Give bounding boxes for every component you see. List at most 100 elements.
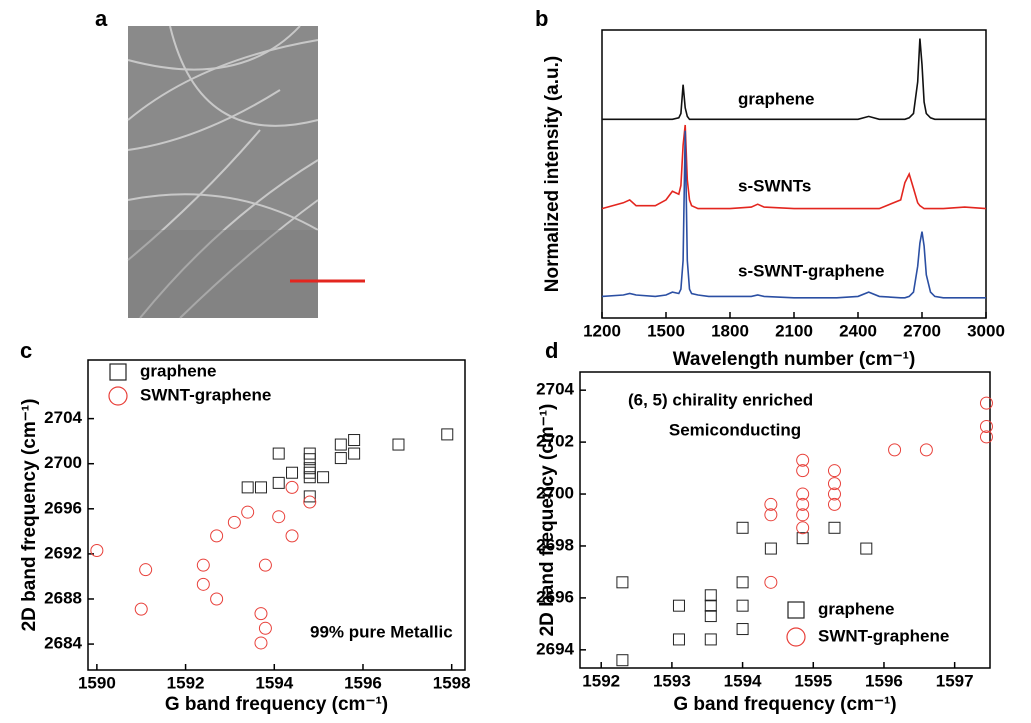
point [303, 471, 316, 484]
panel-label: a [95, 6, 108, 31]
point [888, 443, 902, 457]
point [827, 497, 841, 511]
point [348, 434, 361, 447]
y-tick-label: 2704 [44, 408, 82, 427]
legend-label: SWNT-graphene [818, 626, 949, 645]
point [827, 487, 841, 501]
point [736, 521, 749, 534]
point [764, 542, 777, 555]
annotation: 99% pure Metallic [310, 622, 453, 641]
point [796, 497, 810, 511]
x-tick-label: 1594 [724, 671, 762, 690]
curve-label: s-SWNT-graphene [738, 261, 884, 280]
x-axis-label: G band frequency (cm⁻¹) [673, 694, 896, 715]
y-tick-label: 2702 [536, 432, 574, 451]
legend-marker [109, 363, 127, 381]
point [254, 636, 268, 650]
point [317, 471, 330, 484]
point [196, 577, 210, 591]
point [736, 623, 749, 636]
x-tick-label: 1596 [344, 673, 382, 692]
x-tick-label: 1595 [794, 671, 832, 690]
point [672, 633, 685, 646]
curve-label: s-SWNTs [738, 176, 811, 195]
point [704, 610, 717, 623]
plot-frame [87, 359, 466, 671]
point [241, 481, 254, 494]
point [979, 420, 993, 434]
point [672, 599, 685, 612]
point [860, 542, 873, 555]
point [285, 480, 299, 494]
point [796, 464, 810, 478]
point [227, 515, 241, 529]
y-tick-label: 2696 [44, 498, 82, 517]
panel-label: b [535, 6, 548, 31]
x-tick-label: 1200 [583, 321, 621, 340]
annotation: (6, 5) chirality enriched [628, 390, 813, 409]
point [254, 481, 267, 494]
point [764, 575, 778, 589]
y-tick-label: 2692 [44, 543, 82, 562]
point [736, 599, 749, 612]
point [241, 505, 255, 519]
sem-image [127, 25, 365, 319]
point [704, 589, 717, 602]
point [796, 487, 810, 501]
x-tick-label: 1800 [711, 321, 749, 340]
point [334, 452, 347, 465]
point [285, 529, 299, 543]
legend-label: graphene [818, 599, 895, 618]
x-tick-label: 1590 [78, 673, 116, 692]
legend-marker [108, 386, 128, 406]
x-tick-label: 1500 [647, 321, 685, 340]
y-tick-label: 2700 [536, 484, 574, 503]
point [272, 447, 285, 460]
point [736, 576, 749, 589]
point [827, 477, 841, 491]
spectrum-line [601, 130, 986, 299]
point [196, 558, 210, 572]
point [258, 558, 272, 572]
point [796, 521, 810, 535]
x-axis-label: G band frequency (cm⁻¹) [165, 694, 388, 715]
point [827, 464, 841, 478]
point [796, 532, 809, 545]
x-tick-label: 2700 [903, 321, 941, 340]
legend-label: SWNT-graphene [140, 385, 271, 404]
point [796, 508, 810, 522]
panel-label: c [20, 338, 32, 363]
y-axis-label: 2D band frequency (cm⁻¹) [19, 399, 40, 632]
point [334, 438, 347, 451]
point [616, 576, 629, 589]
point [303, 490, 316, 503]
annotation: Semiconducting [669, 420, 801, 439]
point [272, 510, 286, 524]
y-tick-label: 2688 [44, 588, 82, 607]
point [303, 466, 316, 479]
y-tick-label: 2698 [536, 535, 574, 554]
point [704, 633, 717, 646]
legend-label: graphene [140, 361, 217, 380]
point [348, 447, 361, 460]
spectrum-line [601, 124, 987, 210]
point [392, 438, 405, 451]
point [134, 602, 148, 616]
y-axis-label: 2D band frequency (cm⁻¹) [537, 404, 558, 637]
x-tick-label: 1594 [255, 673, 293, 692]
panel-label: d [545, 338, 558, 363]
sem-fibers [127, 25, 319, 319]
x-tick-label: 1593 [653, 671, 691, 690]
y-tick-label: 2694 [536, 639, 574, 658]
plot-frame [579, 371, 991, 669]
curve-label: graphene [738, 89, 815, 108]
x-tick-label: 2100 [775, 321, 813, 340]
point [764, 508, 778, 522]
point [254, 607, 268, 621]
point [90, 544, 104, 558]
point [286, 466, 299, 479]
sem-shade [128, 230, 318, 318]
point [272, 476, 285, 489]
point [210, 529, 224, 543]
